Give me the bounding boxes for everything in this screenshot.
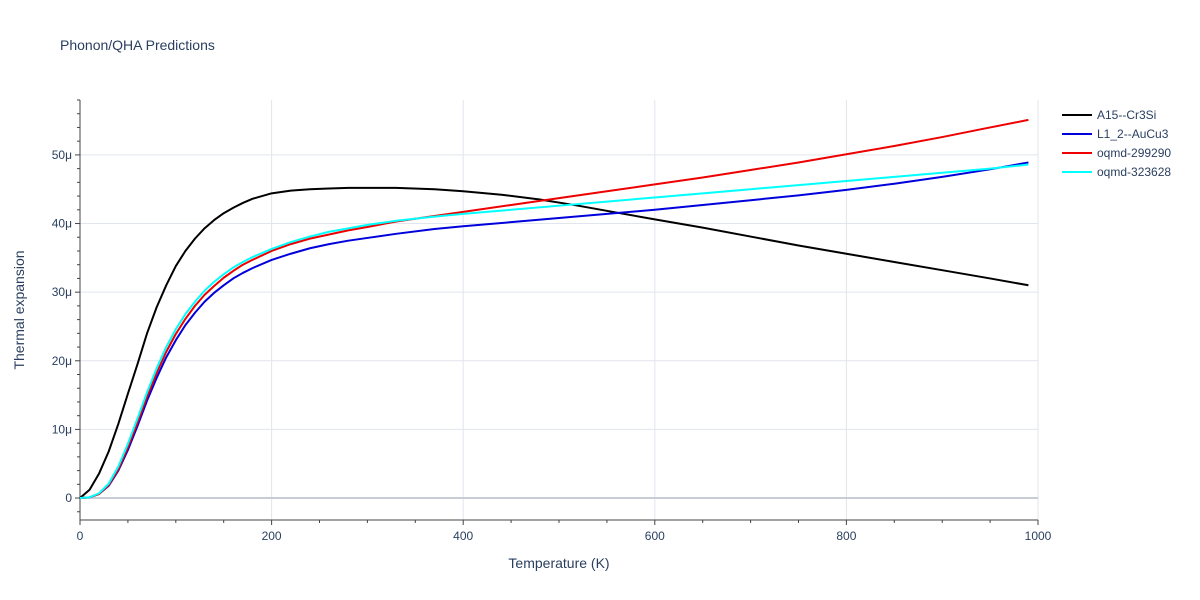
y-tick-label: 10μ bbox=[52, 422, 72, 436]
chart-title: Phonon/QHA Predictions bbox=[60, 37, 215, 53]
y-axis-title: Thermal expansion bbox=[11, 250, 27, 369]
x-tick-label: 200 bbox=[262, 529, 282, 543]
y-tick-label: 30μ bbox=[52, 285, 72, 299]
x-tick-label: 600 bbox=[645, 529, 665, 543]
legend-label: oqmd-299290 bbox=[1097, 146, 1171, 160]
legend-item-oqmd-323628[interactable]: oqmd-323628 bbox=[1062, 165, 1171, 179]
y-tick-label: 50μ bbox=[52, 148, 72, 162]
x-tick-label: 0 bbox=[77, 529, 84, 543]
x-tick-label: 400 bbox=[453, 529, 473, 543]
grid bbox=[80, 100, 1039, 520]
series-line-oqmd-299290 bbox=[79, 118, 1029, 500]
legend-label: A15--Cr3Si bbox=[1097, 108, 1156, 122]
x-tick-label: 800 bbox=[836, 529, 856, 543]
legend-item-L1_2--AuCu3[interactable]: L1_2--AuCu3 bbox=[1062, 127, 1169, 141]
y-tick-label: 40μ bbox=[52, 217, 72, 231]
legend[interactable]: A15--Cr3Si L1_2--AuCu3 oqmd-299290 oqmd-323… bbox=[1062, 108, 1171, 179]
legend-item-A15--Cr3Si[interactable]: A15--Cr3Si bbox=[1062, 108, 1156, 122]
axes: 0 200 400 600 800 1000 0 10μ 20μ 30μ 40μ 50μ bbox=[52, 99, 1052, 543]
y-tick-label: 0 bbox=[65, 491, 72, 505]
series-line-oqmd-323628 bbox=[79, 163, 1029, 500]
y-tick-label: 20μ bbox=[52, 354, 72, 368]
legend-item-oqmd-299290[interactable]: oqmd-299290 bbox=[1062, 146, 1171, 160]
series-line-L1_2--AuCu3 bbox=[79, 161, 1029, 500]
series-line-A15--Cr3Si bbox=[79, 186, 1029, 499]
series-layer bbox=[79, 118, 1029, 500]
legend-label: L1_2--AuCu3 bbox=[1097, 127, 1169, 141]
legend-label: oqmd-323628 bbox=[1097, 165, 1171, 179]
x-axis-title: Temperature (K) bbox=[508, 555, 609, 571]
x-tick-label: 1000 bbox=[1025, 529, 1052, 543]
